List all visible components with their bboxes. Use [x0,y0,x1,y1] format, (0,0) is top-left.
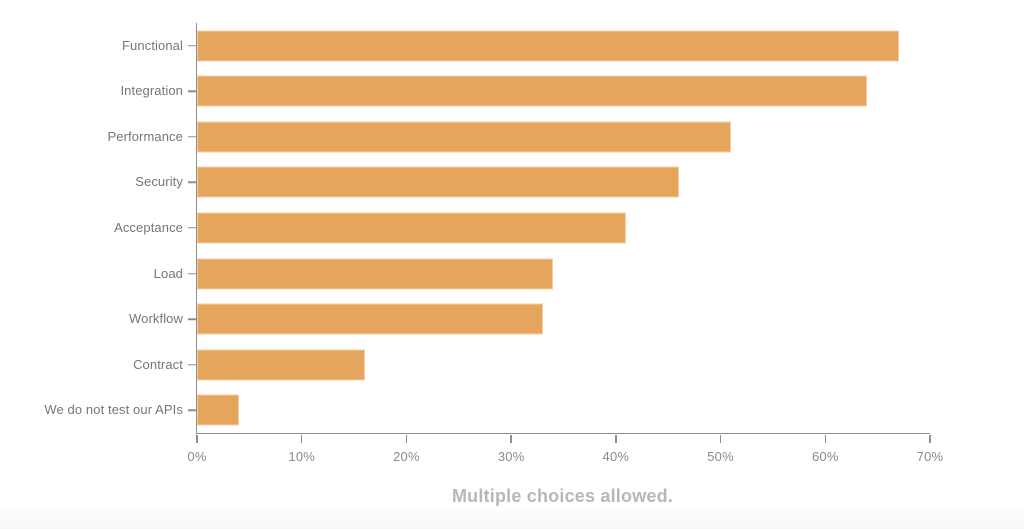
y-axis-tick [188,227,197,229]
category-label: Security [135,174,183,190]
bar-row: Acceptance [114,205,930,251]
category-label: Contract [133,356,183,372]
bar [197,212,627,244]
bar-row: Functional [122,23,930,69]
x-axis-tick-label: 60% [811,449,839,464]
bar-row: Contract [133,342,930,388]
bar [197,166,679,198]
x-axis-tick-label: 0% [187,449,207,464]
bar-row: Workflow [129,296,930,342]
category-label: Functional [122,37,183,53]
bar [197,30,899,62]
y-axis-tick [188,363,197,366]
chart-caption: Multiple choices allowed. [451,486,674,506]
y-axis-tick [188,45,197,47]
x-axis-tick [929,434,931,443]
x-axis-tick [405,434,408,443]
plot-area: Functional Integration Performance Security… [44,23,943,464]
bar-row: We do not test our APIs [44,387,930,433]
bar [197,258,554,290]
x-axis-tick-label: 20% [393,449,420,464]
bar [197,75,868,107]
x-axis-tick [510,434,512,443]
bottom-strip [0,509,1024,529]
x-axis-tick [824,434,827,443]
bar-row: Performance [107,114,930,160]
category-label: We do not test our APIs [44,402,183,418]
bar-row: Integration [120,69,930,115]
category-label: Integration [120,83,183,99]
y-axis-tick [188,409,197,411]
category-label: Workflow [128,311,183,327]
category-label: Acceptance [114,220,183,236]
x-axis-tick [300,434,303,443]
x-axis-tick-label: 30% [497,449,525,464]
category-label: Load [153,265,183,281]
x-axis-tick-label: 70% [916,449,944,464]
bar-row: Load [154,251,930,297]
x-axis-tick-label: 10% [288,449,316,464]
x-axis-tick [196,434,198,443]
category-label: Performance [107,129,183,145]
bar [197,303,543,335]
bar [197,394,239,426]
bar [197,121,732,153]
y-axis-tick [188,272,197,275]
bar-row: Security [135,160,930,206]
x-axis-tick [719,434,722,443]
x-axis-tick-label: 40% [602,449,630,464]
y-axis-tick [188,136,197,138]
x-axis-tick [615,434,617,443]
x-axis-tick-label: 50% [707,449,734,464]
bar [197,349,365,381]
y-axis-tick [188,90,197,93]
y-axis-tick [188,181,197,184]
y-axis-tick [188,318,197,320]
